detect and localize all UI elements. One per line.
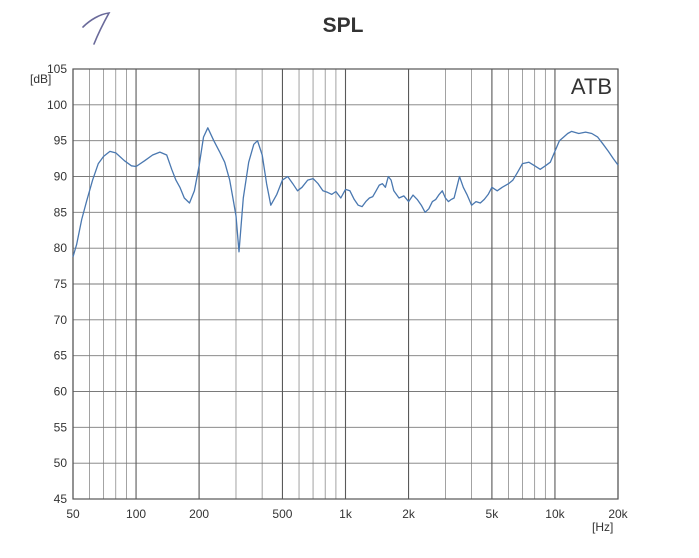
y-tick-label: 55 [54, 420, 68, 434]
y-tick-label: 80 [54, 241, 68, 255]
x-tick-label: 10k [545, 507, 565, 521]
y-tick-label: 90 [54, 170, 68, 184]
x-tick-labels: 50 100 200 500 1k 2k 5k 10k 20k [66, 507, 628, 521]
x-tick-label: 50 [66, 507, 80, 521]
y-tick-label: 105 [47, 62, 67, 76]
y-tick-label: 70 [54, 313, 68, 327]
x-tick-label: 200 [189, 507, 209, 521]
spl-series-line [72, 127, 619, 257]
major-gridlines [72, 68, 619, 500]
plot-frame [72, 68, 619, 500]
y-tick-label: 75 [54, 277, 68, 291]
y-tick-label: 45 [54, 492, 68, 506]
chart-badge: ATB [571, 74, 612, 99]
x-axis-unit: [Hz] [592, 520, 613, 534]
x-tick-label: 5k [486, 507, 500, 521]
y-tick-labels: 45 50 55 60 65 70 75 80 85 90 95 100 105 [47, 62, 67, 506]
y-tick-label: 50 [54, 456, 68, 470]
y-tick-label: 85 [54, 205, 68, 219]
y-tick-label: 60 [54, 385, 68, 399]
x-tick-label: 20k [608, 507, 628, 521]
x-tick-label: 2k [402, 507, 416, 521]
y-tick-label: 95 [54, 134, 68, 148]
x-tick-label: 100 [126, 507, 146, 521]
y-tick-label: 65 [54, 349, 68, 363]
y-tick-label: 100 [47, 98, 67, 112]
handwritten-mark [82, 12, 111, 45]
x-tick-label: 1k [339, 507, 353, 521]
y-axis-unit: [dB] [30, 72, 51, 86]
chart-title: SPL [323, 14, 364, 37]
x-tick-label: 500 [272, 507, 292, 521]
